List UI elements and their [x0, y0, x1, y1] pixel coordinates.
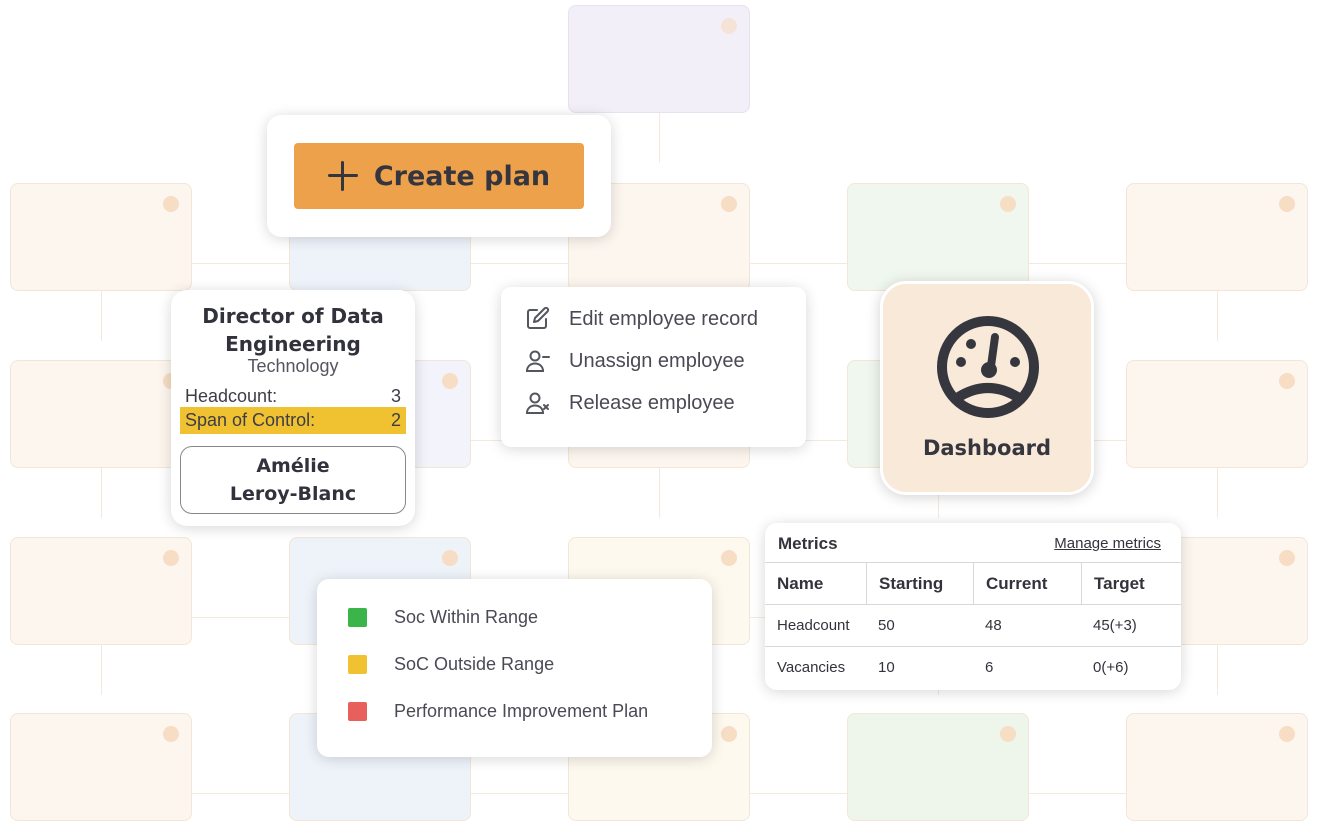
position-title: Director of Data Engineering: [202, 304, 384, 356]
metric-name: Vacancies: [777, 659, 846, 676]
org-node: [10, 360, 192, 468]
metrics-header: Metrics Manage metrics: [765, 523, 1181, 563]
red-swatch: [348, 701, 367, 721]
metrics-panel: Metrics Manage metrics Name Starting Cur…: [765, 523, 1181, 690]
headcount-value: 3: [390, 386, 401, 406]
metric-target: 45(+3): [1093, 617, 1137, 634]
org-node: [847, 183, 1029, 291]
org-node: [1126, 360, 1308, 468]
position-department: Technology: [247, 356, 339, 376]
soc-legend: Soc Within Range SoC Outside Range Perfo…: [317, 579, 712, 757]
yellow-swatch: [348, 654, 367, 674]
org-node: [847, 713, 1029, 821]
legend-item: Performance Improvement Plan: [348, 699, 648, 723]
plus-icon: [327, 161, 358, 191]
dashboard-tile[interactable]: Dashboard: [880, 281, 1094, 495]
span-of-control-label: Span of Control:: [185, 410, 316, 430]
metric-name: Headcount: [777, 617, 850, 634]
org-node: [1126, 713, 1308, 821]
legend-item: Soc Within Range: [348, 605, 538, 629]
menu-item-release-employee[interactable]: Release employee: [525, 388, 735, 418]
green-swatch: [348, 607, 367, 627]
menu-item-label: Release employee: [569, 391, 735, 414]
org-node: [10, 713, 192, 821]
column-header: Current: [973, 563, 1081, 605]
metrics-title: Metrics: [778, 534, 838, 553]
create-plan-card: Create plan: [267, 115, 611, 237]
headcount-row: Headcount: 3: [180, 383, 406, 410]
create-plan-label: Create plan: [373, 160, 551, 192]
span-of-control-row: Span of Control: 2: [180, 407, 406, 434]
dashboard-label: Dashboard: [922, 436, 1052, 460]
headcount-label: Headcount:: [185, 386, 278, 406]
gauge-icon: [937, 316, 1039, 418]
org-node: [10, 537, 192, 645]
metric-current: 6: [985, 659, 994, 676]
manage-metrics-link[interactable]: Manage metrics: [1054, 535, 1161, 552]
assigned-employee[interactable]: Amélie Leroy-Blanc: [180, 446, 406, 514]
legend-label: Soc Within Range: [394, 606, 539, 627]
menu-item-edit-employee[interactable]: Edit employee record: [525, 304, 758, 334]
org-node: [568, 5, 750, 113]
column-header: Name: [777, 574, 824, 593]
legend-label: SoC Outside Range: [394, 653, 555, 674]
create-plan-button[interactable]: Create plan: [294, 143, 584, 209]
legend-label: Performance Improvement Plan: [394, 700, 649, 721]
menu-item-label: Edit employee record: [569, 307, 758, 330]
menu-item-unassign-employee[interactable]: Unassign employee: [525, 346, 745, 376]
menu-item-label: Unassign employee: [569, 349, 745, 372]
employee-action-menu: Edit employee record Unassign employee R…: [501, 287, 806, 447]
org-node: [1126, 183, 1308, 291]
metric-starting: 50: [878, 617, 895, 634]
metric-target: 0(+6): [1093, 659, 1129, 676]
table-row: Headcount 50 48 45(+3): [765, 605, 1181, 647]
org-node: [10, 183, 192, 291]
user-remove-icon: [525, 392, 549, 414]
column-header: Target: [1081, 563, 1181, 605]
employee-first-name: Amélie: [256, 455, 330, 477]
metric-starting: 10: [878, 659, 895, 676]
metrics-table-header: Name Starting Current Target: [765, 563, 1181, 605]
table-row: Vacancies 10 6 0(+6): [765, 647, 1181, 689]
position-card[interactable]: Director of Data Engineering Technology …: [171, 290, 415, 526]
edit-icon: [527, 306, 550, 329]
user-minus-icon: [525, 350, 550, 372]
span-of-control-value: 2: [390, 410, 401, 430]
metric-current: 48: [985, 617, 1002, 634]
legend-item: SoC Outside Range: [348, 652, 554, 676]
employee-last-name: Leroy-Blanc: [229, 483, 357, 505]
column-header: Starting: [866, 563, 973, 605]
